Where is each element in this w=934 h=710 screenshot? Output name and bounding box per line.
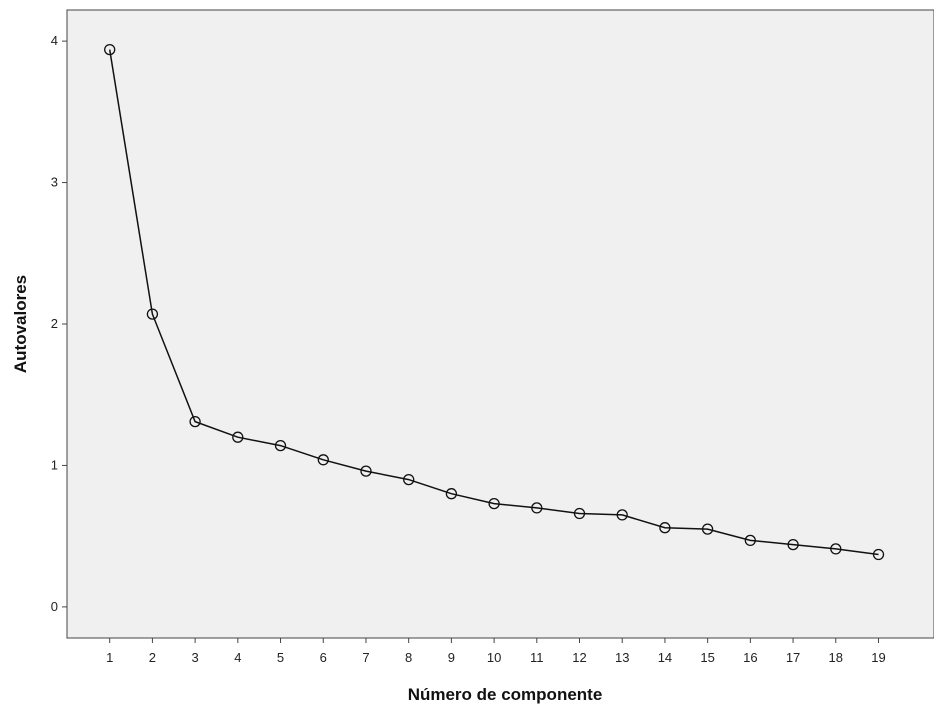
data-point: [701, 523, 714, 535]
data-points: [104, 43, 885, 561]
series-line: [108, 49, 879, 556]
data-point: [787, 538, 799, 551]
x-tick-label: 13: [615, 650, 629, 665]
x-tick-label: 17: [786, 650, 800, 665]
x-tick-label: 3: [192, 650, 199, 665]
data-point: [189, 415, 201, 428]
x-tick-label: 8: [405, 650, 412, 665]
data-point: [531, 502, 543, 514]
x-tick-label: 11: [530, 650, 544, 665]
x-tick-label: 18: [829, 650, 843, 665]
x-tick-label: 1: [106, 650, 113, 665]
x-tick-label: 16: [743, 650, 757, 665]
y-axis-title: Autovalores: [11, 275, 30, 373]
x-tick-label: 7: [362, 650, 369, 665]
x-tick-label: 19: [871, 650, 885, 665]
data-point: [872, 548, 885, 561]
data-point: [616, 509, 628, 521]
data-point: [488, 497, 500, 510]
x-tick-label: 6: [320, 650, 327, 665]
y-tick-label: 0: [51, 599, 58, 614]
y-tick-label: 3: [51, 175, 58, 190]
x-tick-label: 14: [658, 650, 672, 665]
x-axis: 1 2 3 4 5 6 7 8 9 10 11 12 13 14 15 16 17 18 19: [106, 638, 886, 665]
data-point: [445, 488, 458, 500]
data-point: [317, 454, 329, 466]
x-axis-title: Número de componente: [408, 685, 603, 704]
data-point: [360, 465, 372, 477]
x-tick-label: 2: [149, 650, 156, 665]
y-tick-label: 4: [51, 33, 58, 48]
x-tick-label: 9: [448, 650, 455, 665]
data-point: [146, 308, 159, 320]
data-point: [403, 473, 415, 486]
y-axis: 0 1 2 3 4: [51, 33, 67, 614]
data-point: [659, 522, 671, 534]
data-point: [232, 431, 244, 443]
data-point: [744, 534, 756, 547]
y-tick-label: 1: [51, 457, 58, 472]
data-point: [830, 543, 842, 555]
x-tick-label: 15: [700, 650, 714, 665]
data-point: [274, 439, 287, 452]
plot-area: [66, 9, 934, 639]
data-point: [104, 43, 116, 56]
y-tick-label: 2: [51, 316, 58, 331]
x-tick-label: 12: [572, 650, 586, 665]
x-tick-label: 10: [487, 650, 501, 665]
x-tick-label: 4: [234, 650, 241, 665]
x-tick-label: 5: [277, 650, 284, 665]
data-point: [573, 507, 586, 520]
